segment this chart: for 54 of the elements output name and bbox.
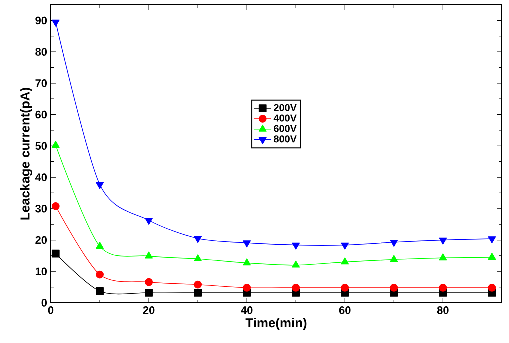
y-tick-label: 20 (36, 236, 48, 244)
x-tick-label: 60 (339, 306, 351, 314)
point (194, 254, 202, 262)
x-tick-label: 40 (241, 306, 253, 314)
x-tick-label: 0 (48, 306, 54, 314)
point (52, 202, 60, 210)
y-tick-label: 70 (36, 80, 48, 88)
point (390, 255, 398, 262)
point (243, 258, 252, 266)
point (488, 236, 496, 244)
point (439, 284, 448, 292)
y-tick-label: 0 (42, 299, 48, 307)
legend-label: 200V (274, 104, 297, 112)
point (488, 252, 496, 260)
point (292, 260, 300, 268)
point (194, 289, 202, 297)
point (52, 250, 60, 258)
point (292, 284, 300, 292)
point (439, 254, 448, 261)
y-tick-label: 10 (36, 268, 48, 276)
point (341, 284, 350, 292)
legend-label: 800V (274, 136, 297, 143)
point (341, 258, 350, 265)
point (390, 240, 398, 247)
point (96, 270, 104, 279)
point (488, 284, 496, 292)
legend-label: 600V (274, 125, 297, 132)
point (194, 280, 202, 289)
point (243, 240, 252, 248)
y-axis-title: Leackage current(pA) (20, 88, 32, 220)
y-tick-label: 50 (36, 142, 48, 150)
point (96, 242, 104, 249)
point (292, 242, 300, 250)
y-tick-label: 80 (36, 48, 48, 56)
point (96, 287, 104, 296)
point (96, 182, 104, 190)
point (145, 218, 154, 226)
point (145, 289, 153, 297)
point (439, 238, 448, 245)
point (243, 284, 252, 292)
y-tick-label: 60 (36, 110, 48, 119)
x-axis-title: Time(min) (246, 318, 307, 330)
point (341, 242, 350, 250)
y-tick-label: 30 (36, 205, 48, 213)
point (145, 278, 153, 286)
y-tick-label: 90 (36, 16, 48, 25)
legend-label: 400V (274, 114, 297, 122)
y-tick-label: 40 (35, 174, 48, 182)
x-tick-label: 20 (143, 306, 155, 314)
point (145, 252, 154, 259)
point (390, 284, 398, 292)
x-tick-label: 80 (437, 306, 449, 314)
point (52, 20, 60, 27)
point (194, 236, 202, 244)
